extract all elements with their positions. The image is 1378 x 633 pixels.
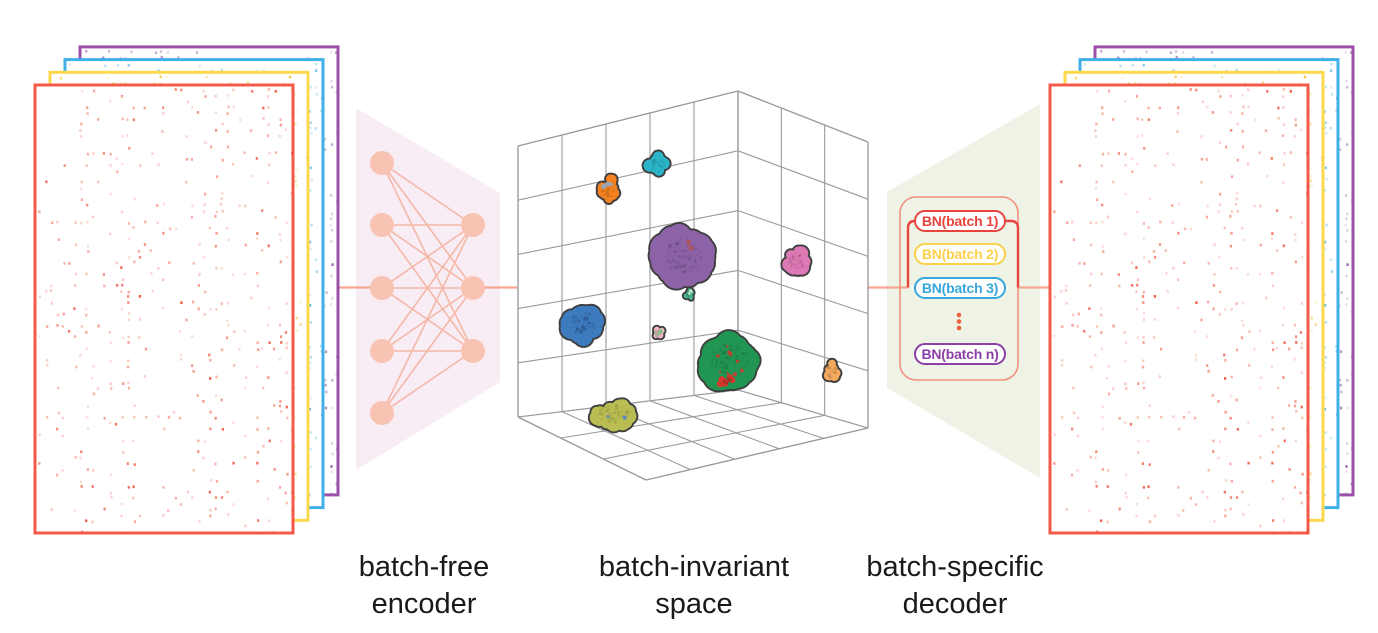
label-line-1: batch-invariant <box>598 551 790 583</box>
label-line-2: decoder <box>902 588 1008 620</box>
label-line-2: encoder <box>371 588 477 620</box>
label-batch-invariant-space: batch-invariant space <box>564 549 824 623</box>
bn-batch-n-box: BN(batch n) <box>914 343 1006 365</box>
label-line-1: batch-free <box>358 551 490 583</box>
label-batch-free-encoder: batch-free encoder <box>294 549 554 623</box>
bn-batch-1-box: BN(batch 1) <box>914 210 1006 232</box>
label-batch-specific-decoder: batch-specific decoder <box>825 549 1085 623</box>
label-line-1: batch-specific <box>866 551 1044 583</box>
bn-batch-3-box: BN(batch 3) <box>914 277 1006 299</box>
label-line-2: space <box>655 588 733 620</box>
bn-batch-2-box: BN(batch 2) <box>914 243 1006 265</box>
